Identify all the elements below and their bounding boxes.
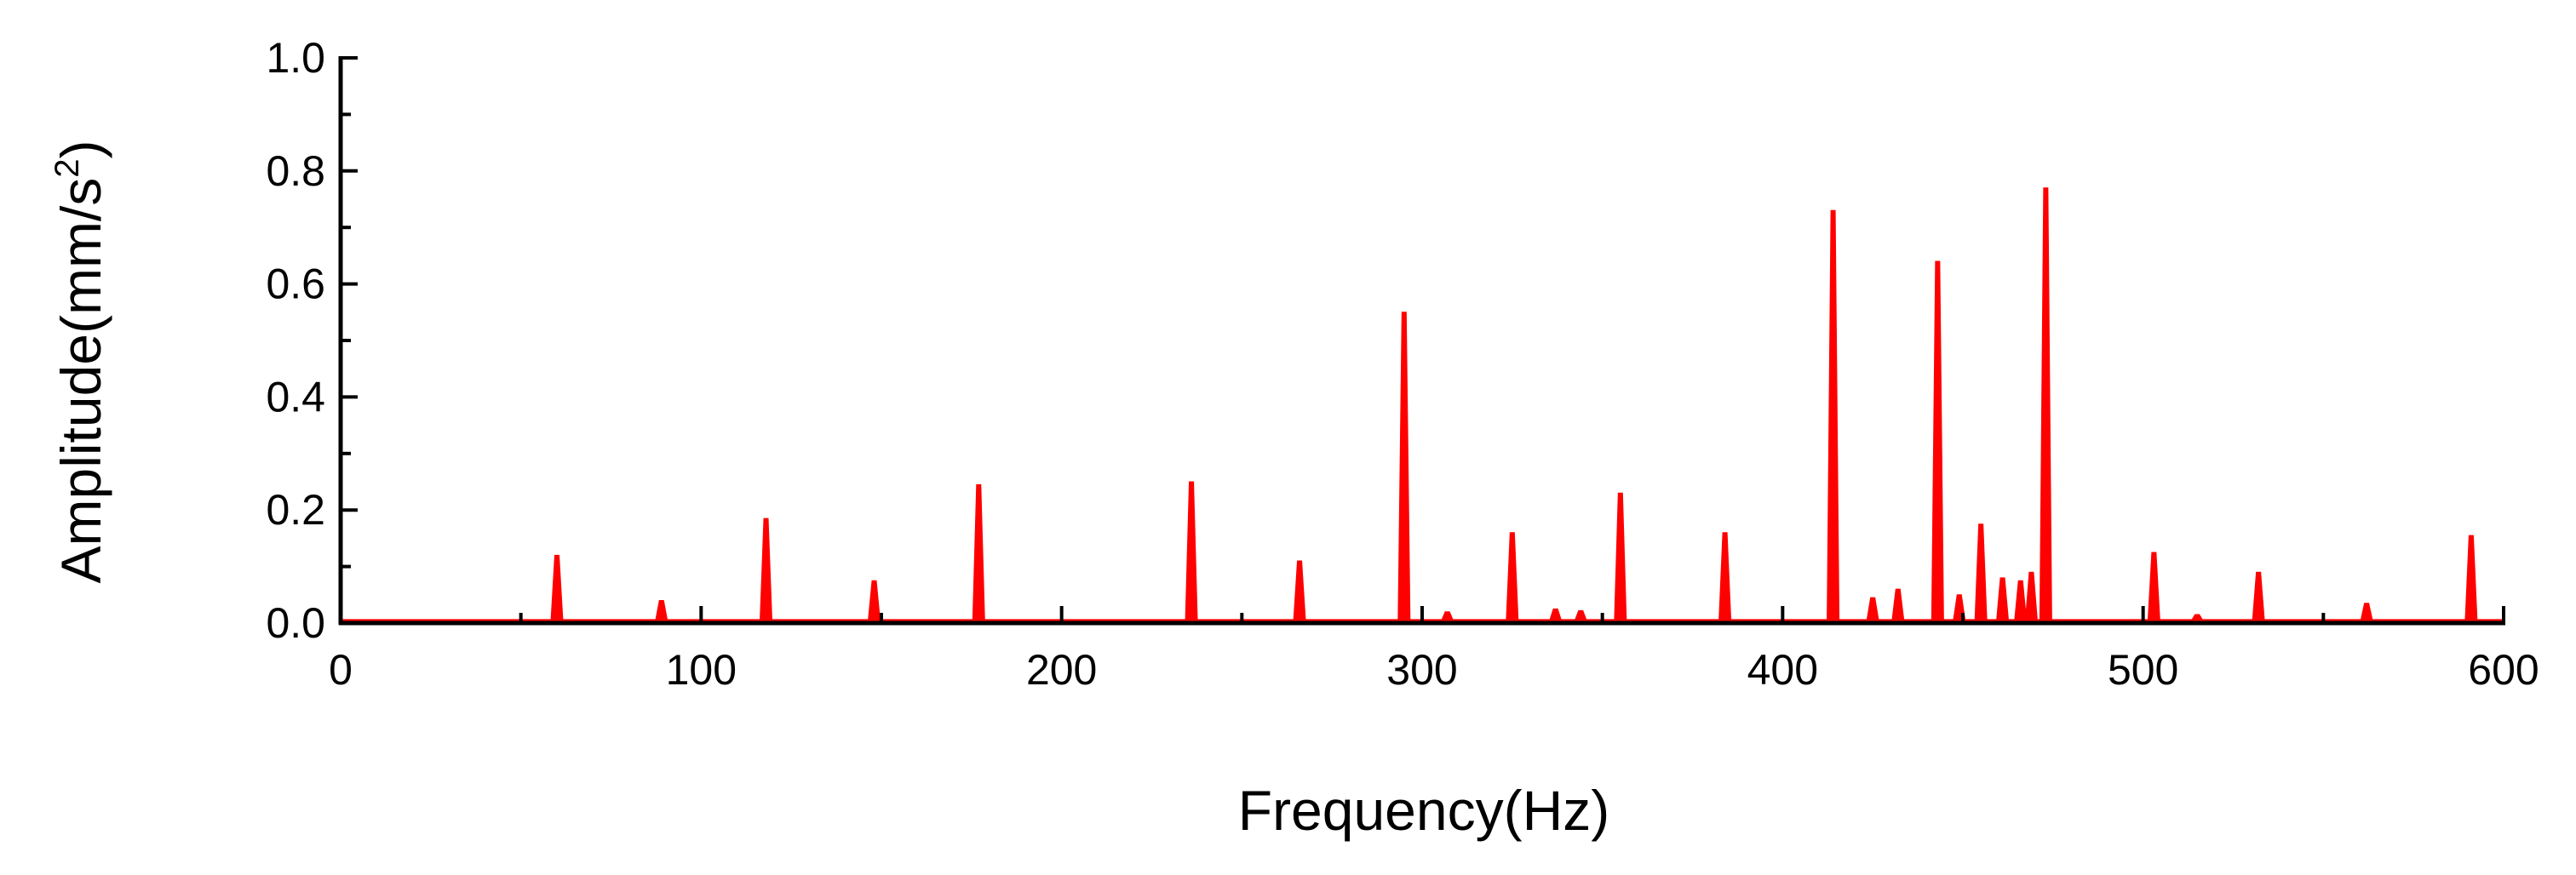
x-tick-label: 500	[2108, 646, 2178, 694]
y-tick-label: 0.2	[266, 486, 325, 534]
spectrum-peak	[867, 580, 881, 621]
spectrum-peak	[1548, 608, 1563, 621]
x-tick-label: 0	[329, 646, 353, 694]
spectrum-peak	[1866, 597, 1879, 621]
spectrum-peak	[2039, 187, 2052, 621]
y-tick-label: 0.6	[266, 260, 325, 308]
spectrum-peak	[2360, 603, 2373, 621]
spectrum-peak	[2190, 614, 2205, 621]
y-tick-label: 0.0	[266, 599, 325, 647]
spectrum-peak	[1574, 609, 1587, 621]
x-tick-label: 300	[1386, 646, 1457, 694]
spectrum-peak	[1440, 611, 1454, 621]
spectrum-peak	[2024, 571, 2038, 621]
y-tick-label: 0.8	[266, 147, 325, 195]
spectrum-peak	[550, 554, 564, 621]
y-axis-title: Amplitude(mm/s2)	[49, 140, 112, 584]
spectrum-peak	[2252, 571, 2265, 621]
plot-area	[341, 187, 2504, 623]
y-axis-title-close: )	[49, 140, 112, 159]
y-axis-title-superscript: 2	[49, 158, 86, 177]
spectrum-peak	[2014, 580, 2028, 621]
spectrum-peak	[2464, 535, 2478, 621]
spectrum-peak	[1891, 588, 1905, 621]
x-tick-label: 600	[2468, 646, 2539, 694]
spectrum-peak	[1506, 532, 1519, 621]
x-axis-title: Frequency(Hz)	[1238, 779, 1609, 842]
spectrum-peak	[972, 483, 985, 621]
spectrum-peak	[1827, 209, 1840, 621]
spectrum-peak	[1996, 577, 2010, 621]
spectrum-peak	[655, 599, 668, 621]
spectrum-peak	[2147, 552, 2160, 621]
spectrum-peak	[1974, 523, 1988, 621]
x-tick-label: 200	[1026, 646, 1097, 694]
x-tick-label: 400	[1747, 646, 1818, 694]
y-tick-label: 1.0	[266, 34, 325, 82]
spectrum-peak	[1185, 481, 1198, 621]
spectrum-peak	[1397, 312, 1411, 621]
spectrum-peak	[1293, 560, 1306, 621]
y-tick-label: 0.4	[266, 373, 325, 420]
spectrum-peak	[760, 518, 773, 621]
y-axis-title-main: Amplitude(mm/s	[49, 178, 112, 584]
axes: 0 100 200 300 400 500 600 0.0 0.2 0.4 0.6 0.8 1.0	[266, 34, 2539, 694]
spectrum-peak	[1931, 260, 1944, 621]
x-tick-label: 100	[666, 646, 737, 694]
spectrum-peak	[1718, 532, 1732, 621]
spectrum-peak	[1614, 492, 1627, 621]
